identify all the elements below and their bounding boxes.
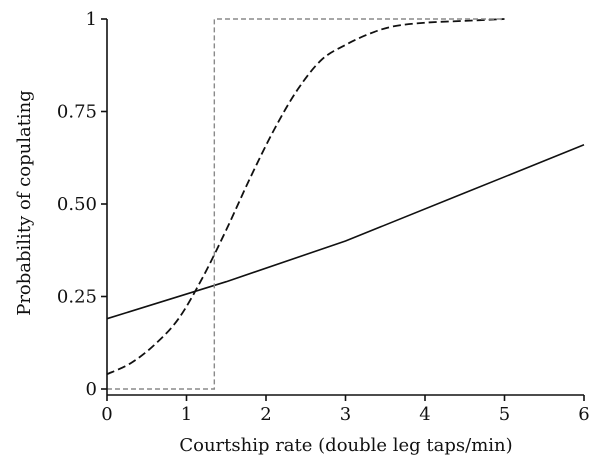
y-tick-label: 1 [86,9,97,30]
x-tick-label: 3 [340,404,351,425]
x-tick-label: 0 [101,404,112,425]
series-line-dashed [106,18,505,376]
series-line-solid [106,144,585,320]
y-tick-label: 0.50 [57,194,97,215]
series-line-dashed-grey [107,18,505,390]
x-tick-label: 1 [181,404,192,425]
x-tick-label: 6 [578,404,589,425]
y-tick-label: 0.25 [57,287,97,308]
x-tick-label: 4 [419,404,430,425]
x-axis-title: Courtship rate (double leg taps/min) [179,435,512,456]
y-axis-title: Probability of copulating [14,90,35,316]
x-tick-label: 2 [260,404,271,425]
plot-area [106,18,585,390]
y-tick-label: 0.75 [57,102,97,123]
x-axis: 0 1 2 3 4 5 6 [101,394,590,425]
y-axis: 0 0.25 0.50 0.75 1 [57,9,108,400]
x-tick-label: 5 [499,404,510,425]
y-tick-label: 0 [86,379,97,400]
